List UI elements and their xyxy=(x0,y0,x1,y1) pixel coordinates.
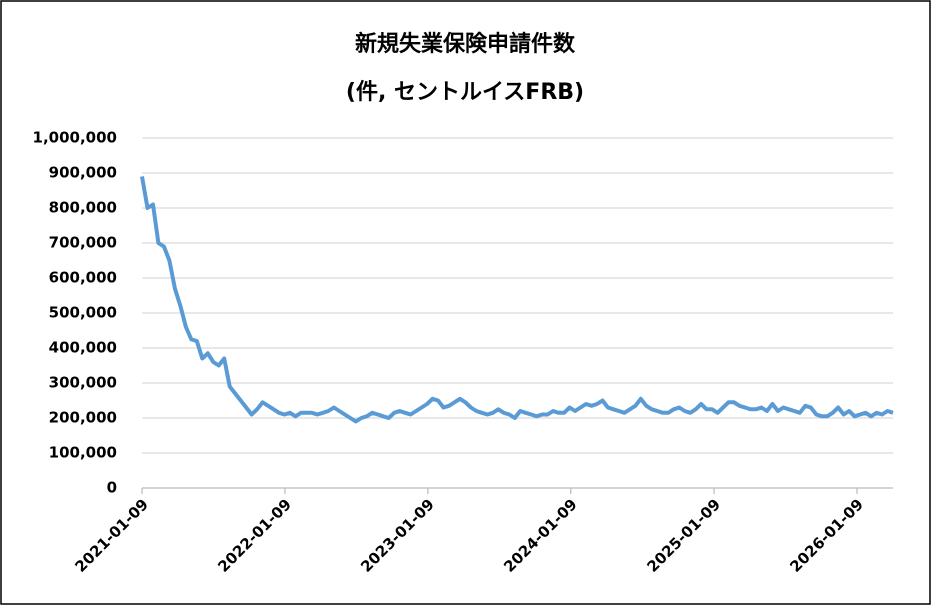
chart-subtitle: (件, セントルイスFRB) xyxy=(346,80,584,105)
y-tick-label: 200,000 xyxy=(49,409,117,427)
y-tick-label: 0 xyxy=(107,479,117,497)
y-tick-label: 900,000 xyxy=(49,164,117,182)
y-tick-label: 700,000 xyxy=(49,234,117,252)
chart-title: 新規失業保険申請件数 xyxy=(355,31,576,57)
y-tick-label: 500,000 xyxy=(49,304,117,322)
y-tick-label: 400,000 xyxy=(49,339,117,357)
data-line xyxy=(140,176,894,424)
y-tick-label: 300,000 xyxy=(49,374,117,392)
y-tick-label: 600,000 xyxy=(49,269,117,287)
y-tick-label: 1,000,000 xyxy=(33,129,117,147)
y-tick-label: 800,000 xyxy=(49,199,117,217)
y-tick-label: 100,000 xyxy=(49,444,117,462)
